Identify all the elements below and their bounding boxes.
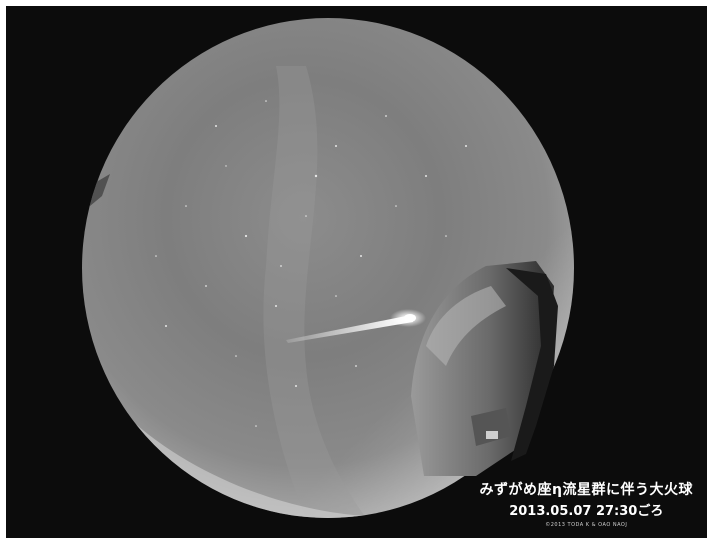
caption-title: みずがめ座η流星群に伴う大火球 (479, 482, 693, 498)
caption-credit: ©2013 TODA K & OAO NAOJ (545, 522, 628, 528)
photo-caption: みずがめ座η流星群に伴う大火球 2013.05.07 27:30ごろ ©2013… (480, 479, 693, 528)
fireball-meteor (286, 309, 426, 343)
all-sky-photo (82, 18, 574, 518)
observatory-dome (411, 261, 558, 476)
caption-datetime: 2013.05.07 27:30ごろ (509, 504, 664, 519)
photo-frame: みずがめ座η流星群に伴う大火球 2013.05.07 27:30ごろ ©2013… (6, 6, 707, 538)
star-field (155, 100, 467, 427)
milky-way (263, 66, 366, 518)
